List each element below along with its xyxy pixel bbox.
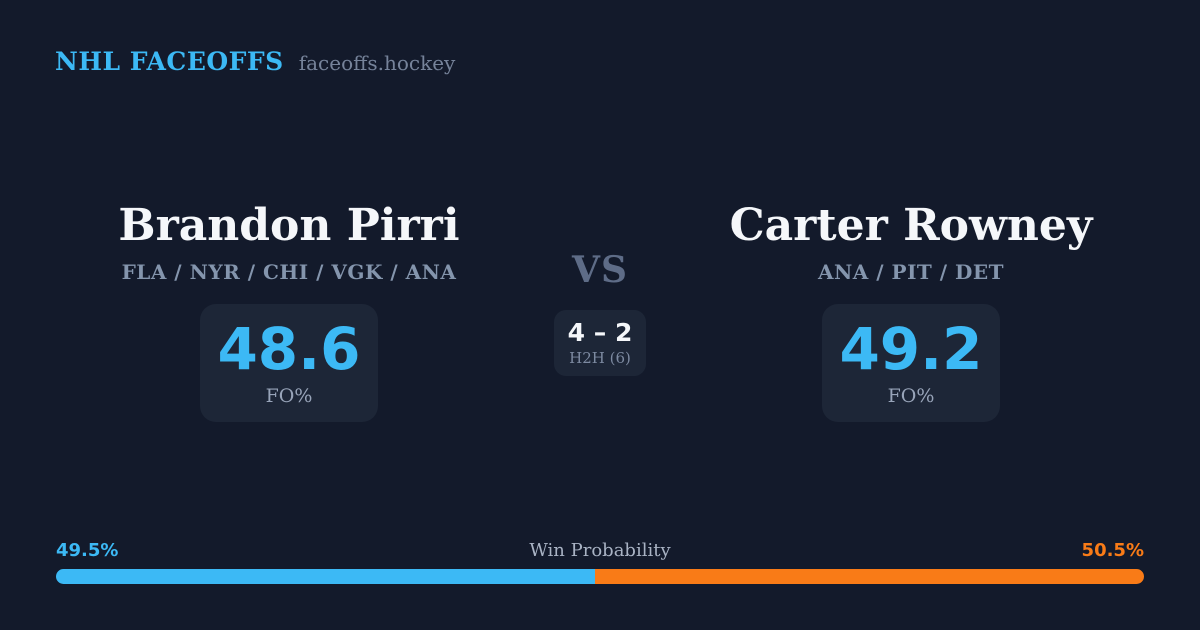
matchup-row: Brandon Pirri FLA / NYR / CHI / VGK / AN… — [55, 204, 1145, 422]
fo-stat-card: 49.2 FO% — [822, 304, 1000, 422]
win-probability-bar — [56, 569, 1144, 584]
fo-value: 49.2 — [839, 314, 983, 383]
h2h-score: 4 – 2 — [567, 317, 633, 347]
site-url: faceoffs.hockey — [298, 51, 456, 75]
h2h-count-label: H2H (6) — [569, 348, 631, 367]
header: NHL FACEOFFS faceoffs.hockey — [55, 47, 455, 76]
player-right-section: Carter Rowney ANA / PIT / DET 49.2 FO% — [677, 204, 1145, 422]
win-probability-section: 49.5% Win Probability 50.5% — [56, 540, 1144, 584]
brand-title: NHL FACEOFFS — [55, 47, 284, 76]
player-left-section: Brandon Pirri FLA / NYR / CHI / VGK / AN… — [55, 204, 523, 422]
win-probability-title: Win Probability — [529, 540, 671, 561]
win-probability-labels: 49.5% Win Probability 50.5% — [56, 540, 1144, 561]
player-name: Carter Rowney — [729, 200, 1093, 251]
vs-label: VS — [572, 249, 628, 291]
matchup-center-section: VS 4 – 2 H2H (6) — [523, 204, 677, 422]
player-teams: FLA / NYR / CHI / VGK / ANA — [121, 260, 457, 284]
fo-value: 48.6 — [217, 314, 361, 383]
player-teams: ANA / PIT / DET — [817, 260, 1005, 284]
win-bar-left-segment — [56, 569, 595, 584]
left-probability-label: 49.5% — [56, 540, 119, 561]
fo-stat-card: 48.6 FO% — [200, 304, 378, 422]
fo-label: FO% — [887, 384, 935, 407]
fo-label: FO% — [265, 384, 313, 407]
h2h-card: 4 – 2 H2H (6) — [554, 310, 646, 376]
player-name: Brandon Pirri — [118, 200, 460, 251]
win-bar-right-segment — [594, 569, 1144, 584]
right-probability-label: 50.5% — [1081, 540, 1144, 561]
